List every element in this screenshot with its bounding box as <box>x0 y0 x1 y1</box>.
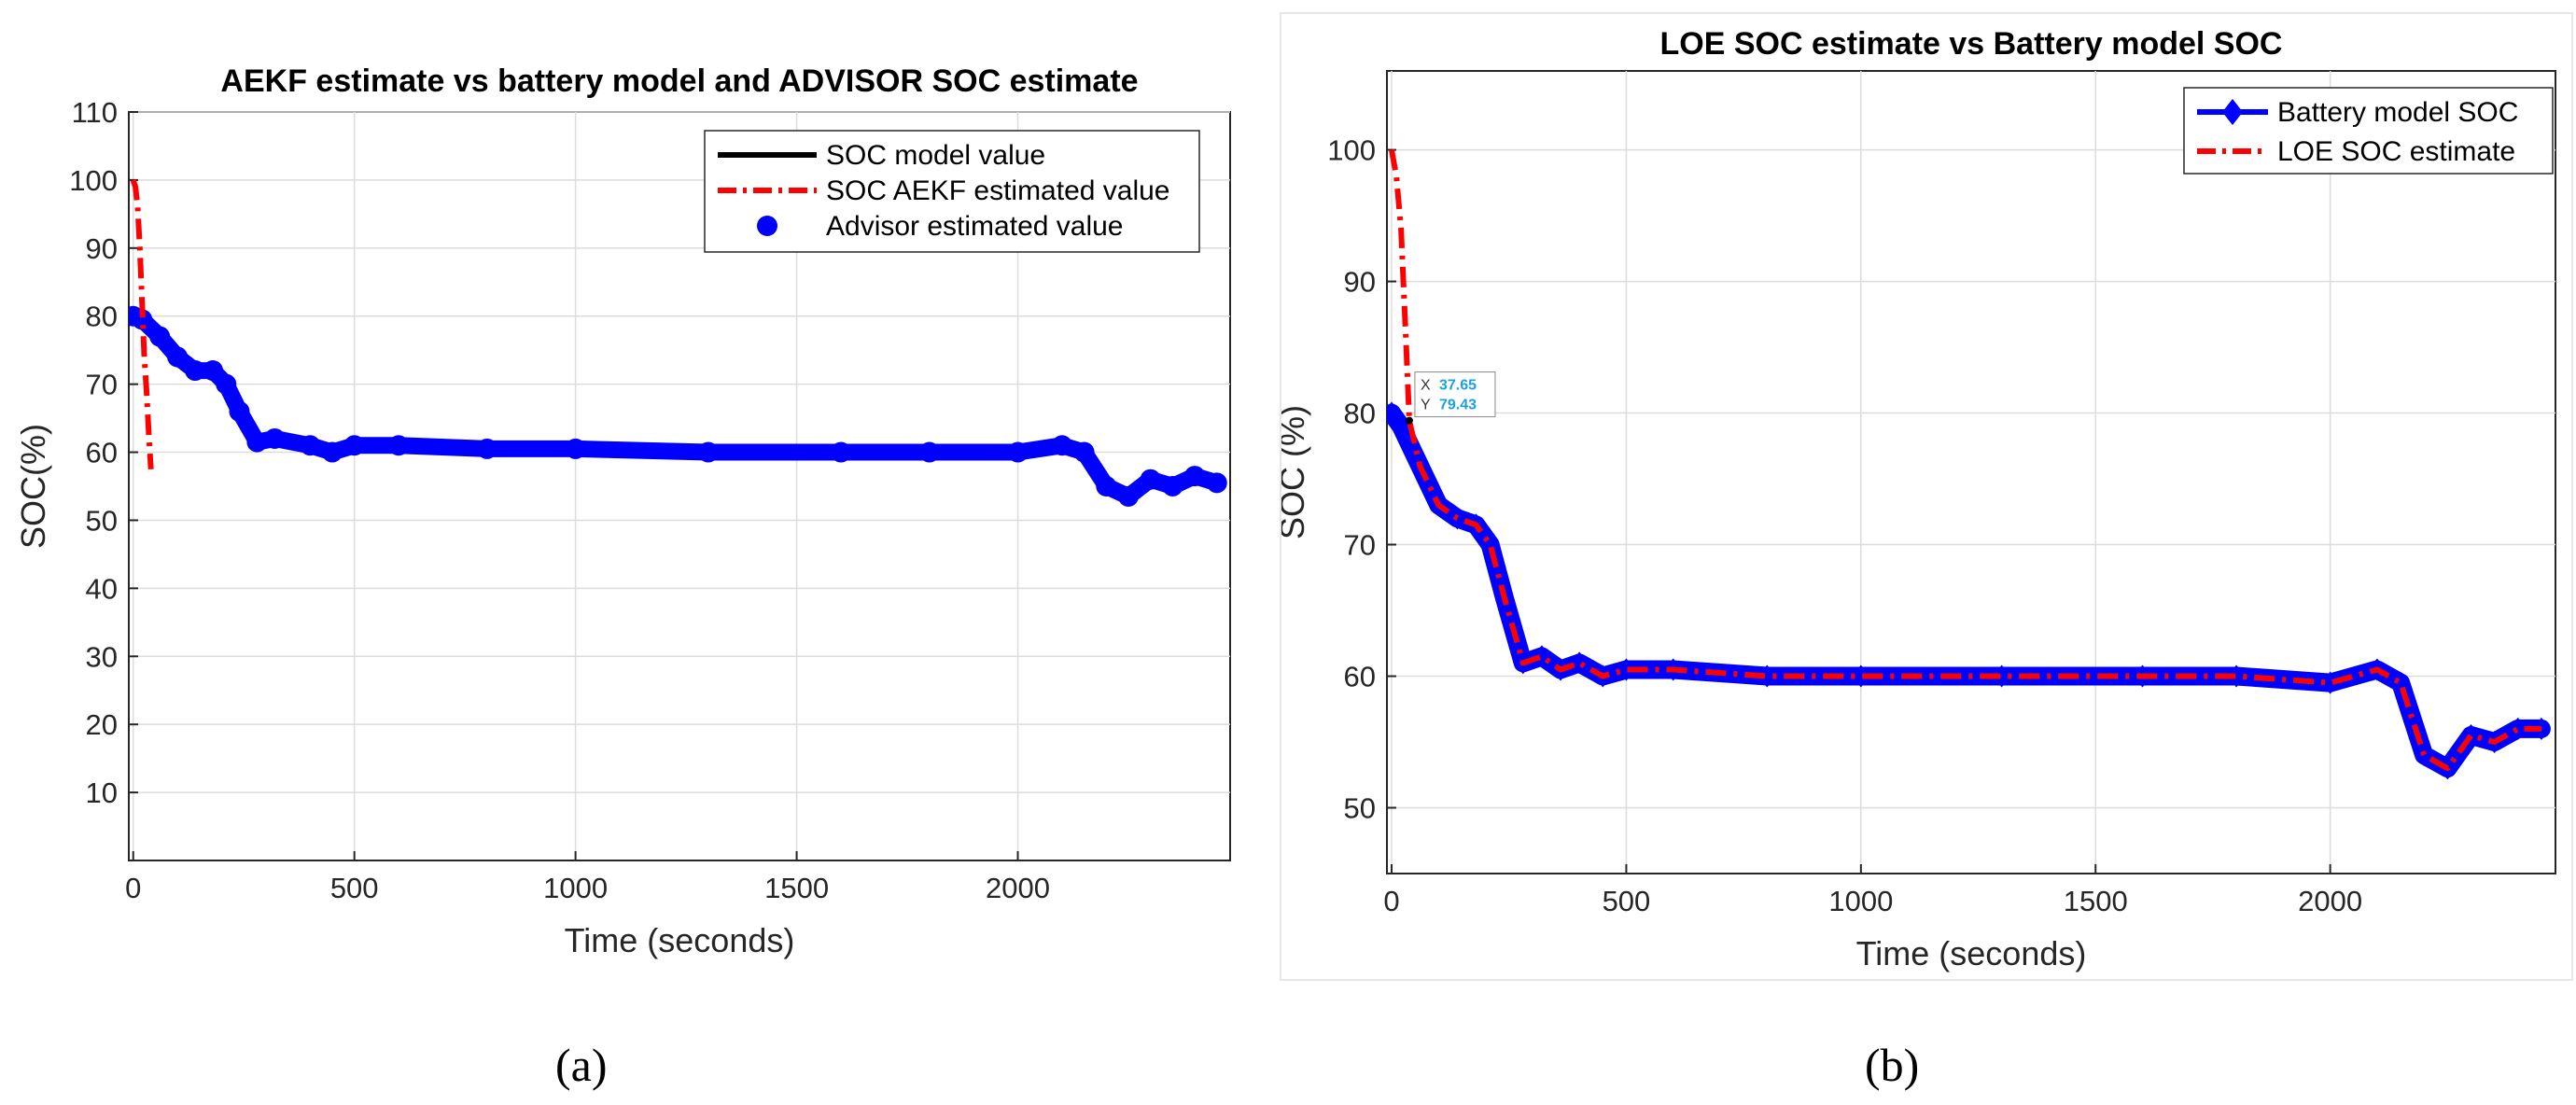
panel-b-datatip-y-value: 79.43 <box>1439 398 1477 413</box>
panel-b-legend-label: Battery model SOC <box>2277 97 2518 128</box>
panel-a-legend-box <box>704 130 1200 253</box>
panel-b-x-tick-label: 2000 <box>2298 885 2362 917</box>
panel-b-battery-point <box>1570 651 1589 675</box>
panel-a-title: AEKF estimate vs battery model and ADVIS… <box>220 63 1138 99</box>
panel-a-y-tick-label: 30 <box>86 640 118 673</box>
panel-a-series-2 <box>129 305 1227 507</box>
panel-b-y-tick-label: 60 <box>1344 661 1376 693</box>
panel-b-title: LOE SOC estimate vs Battery model SOC <box>1660 26 2283 62</box>
panel-b-y-tick-label: 80 <box>1344 398 1376 430</box>
panel-a-y-tick-label: 90 <box>86 232 118 265</box>
panel-b-x-tick-label: 0 <box>1383 885 1399 917</box>
panel-b-battery-point <box>1617 658 1636 681</box>
panel-b-y-tick-label: 70 <box>1344 529 1376 562</box>
panel-b-legend-label: LOE SOC estimate <box>2277 136 2515 167</box>
panel-a-x-tick-label: 1500 <box>764 872 829 904</box>
panel-b-battery-point <box>1992 664 2011 688</box>
panel-a-series-1 <box>130 178 154 469</box>
caption-a: (a) <box>555 1039 608 1091</box>
panel-b-datatip-x-value: 37.65 <box>1439 378 1477 394</box>
panel-a-y-tick-label: 20 <box>86 708 118 741</box>
panel-b-x-axis-label: Time (seconds) <box>1856 934 2087 972</box>
panel-b-datatip-y-label: Y <box>1421 398 1431 413</box>
panel-b-battery-point <box>2415 744 2434 767</box>
panel-a-legend-swatch <box>757 216 777 236</box>
panel-a-y-axis-label: SOC(%) <box>14 424 52 549</box>
panel-b-battery-point <box>1851 664 1870 688</box>
panel-b-battery-point <box>2320 671 2340 694</box>
panel-a-y-tick-label: 40 <box>86 572 118 605</box>
panel-b-x-tick-label: 1500 <box>2064 885 2128 917</box>
panel-b-legend-swatch-marker <box>2222 99 2243 125</box>
panel-a-series-line-estimate <box>130 178 154 469</box>
panel-b-y-tick-label: 90 <box>1344 266 1376 299</box>
panel-a-x-tick-label: 500 <box>330 872 379 904</box>
panel-b-y-tick-label: 50 <box>1344 792 1376 825</box>
panel-b-battery-point <box>2531 717 2551 740</box>
panel-b-y-tick-label: 100 <box>1327 134 1376 167</box>
panel-b-battery-point <box>1387 401 1402 425</box>
panel-a-y-tick-label: 60 <box>86 437 118 469</box>
panel-a-y-tick-label: 70 <box>86 369 118 401</box>
panel-a-advisor-trail <box>129 307 1225 505</box>
panel-b-battery-point <box>2227 664 2247 688</box>
panel-a-y-tick-label: 80 <box>86 301 118 333</box>
panel-b-plot-area <box>1386 70 2556 874</box>
panel-b-datatip-box <box>1414 371 1496 418</box>
panel-a-y-tick-label: 110 <box>72 96 118 129</box>
panel-b-series-1 <box>1389 149 2541 772</box>
panel-a-x-tick-label: 0 <box>125 872 141 904</box>
panel-b-legend-box <box>2183 87 2554 175</box>
panel-b-battery-point <box>1757 664 1777 688</box>
panel-a-x-axis-label: Time (seconds) <box>565 921 795 959</box>
panel-a-x-tick-label: 2000 <box>986 872 1050 904</box>
panel-b-datatip-x-label: X <box>1421 378 1431 394</box>
panel-b-x-tick-label: 1000 <box>1828 885 1893 917</box>
panel-b-x-tick-label: 500 <box>1603 885 1651 917</box>
panel-a-legend-label: Advisor estimated value <box>826 211 1124 242</box>
panel-a-x-tick-label: 1000 <box>543 872 608 904</box>
panel-b-datatip-anchor <box>1405 416 1413 425</box>
panel-b-battery-point <box>2508 717 2527 740</box>
caption-b: (b) <box>1865 1039 1920 1091</box>
panel-a-y-tick-label: 100 <box>69 164 118 197</box>
panel-b-series-line-estimate <box>1389 149 2541 772</box>
panel-b-y-axis-label: SOC (%) <box>1273 405 1311 539</box>
panel-a-legend-label: SOC AEKF estimated value <box>826 175 1170 206</box>
panel-a-legend-label: SOC model value <box>826 140 1045 171</box>
panel-a-y-tick-label: 50 <box>86 504 118 537</box>
panel-a-y-tick-label: 10 <box>86 776 118 809</box>
panel-b-border <box>1280 12 2573 981</box>
